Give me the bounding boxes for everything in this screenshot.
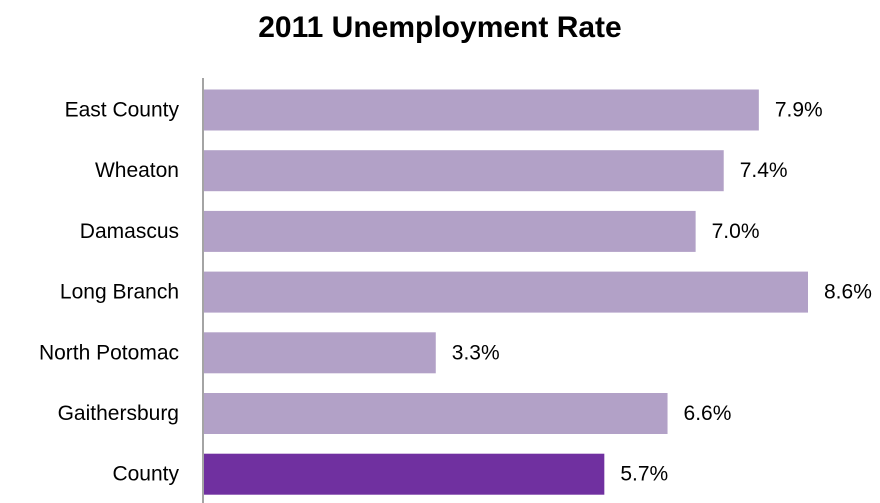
bar-north-potomac (204, 332, 436, 374)
value-label: 3.3% (452, 341, 500, 364)
bar-county (204, 453, 605, 495)
value-label: 7.4% (740, 159, 788, 182)
category-label: East County (65, 99, 180, 122)
category-label: Damascus (80, 220, 179, 243)
chart-title: 2011 Unemployment Rate (258, 11, 622, 44)
value-label: 8.6% (824, 281, 872, 304)
category-label: County (112, 463, 179, 486)
bar-gaithersburg (204, 393, 668, 434)
bar-damascus (204, 210, 696, 252)
category-label: Gaithersburg (58, 402, 179, 425)
category-label: North Potomac (39, 341, 179, 364)
value-label: 7.9% (775, 99, 823, 122)
value-label: 6.6% (684, 402, 732, 425)
value-label: 7.0% (712, 220, 760, 243)
value-label: 5.7% (620, 463, 668, 486)
bar-long-branch (204, 271, 808, 313)
bar-east-county (204, 89, 759, 131)
bar-wheaton (204, 150, 724, 192)
category-label: Wheaton (95, 159, 179, 182)
category-label: Long Branch (60, 281, 179, 304)
